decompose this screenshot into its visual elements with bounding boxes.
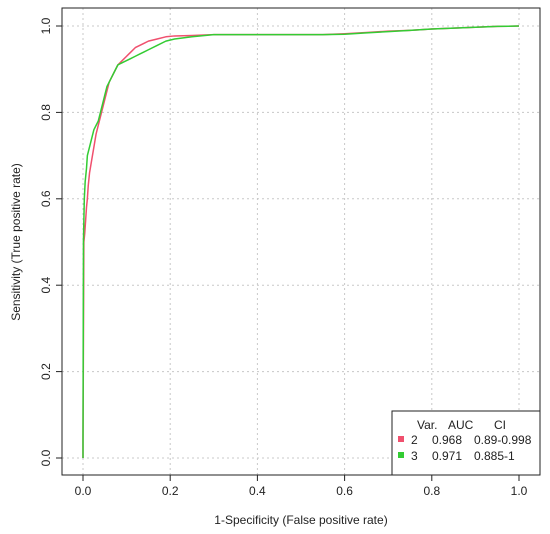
- legend: Var. AUC CI 2 0.968 0.89-0.998 3 0.971 0…: [391, 410, 541, 476]
- plot-frame: [61, 7, 541, 476]
- y-axis-title: Sensitivity (True positive rate): [9, 163, 23, 321]
- x-tick-label: 0.8: [423, 484, 440, 498]
- legend-header-var: Var.: [417, 418, 437, 432]
- x-axis-title: 1-Specificity (False positive rate): [214, 513, 387, 527]
- roc-line-series-2: [82, 25, 520, 458]
- legend-swatch-series-3: [398, 452, 404, 458]
- grid: [62, 8, 540, 475]
- legend-header-auc: AUC: [448, 418, 474, 432]
- x-tick-label: 1.0: [511, 484, 528, 498]
- y-tick-label: 0.0: [39, 449, 53, 466]
- y-tick-label: 1.0: [39, 17, 53, 34]
- x-tick-label: 0.2: [162, 484, 179, 498]
- y-tick-label: 0.2: [39, 363, 53, 380]
- x-tick-label: 0.4: [249, 484, 266, 498]
- x-tick-label: 0.6: [336, 484, 353, 498]
- legend-row-auc: 0.971: [432, 449, 462, 463]
- ticks: 0.0 0.2 0.4 0.6 0.8 1.0 0.0 0.2 0.4 0.6 0.8 1.0: [39, 17, 528, 498]
- legend-row-ci: 0.89-0.998: [474, 433, 532, 447]
- axes: [61, 7, 541, 476]
- legend-header-ci: CI: [494, 418, 506, 432]
- y-tick-label: 0.6: [39, 190, 53, 207]
- x-tick-label: 0.0: [75, 484, 92, 498]
- y-tick-label: 0.8: [39, 104, 53, 121]
- legend-row-var: 2: [411, 433, 418, 447]
- roc-line-series-3: [82, 25, 520, 458]
- legend-row-auc: 0.968: [432, 433, 462, 447]
- legend-swatch-series-2: [398, 436, 404, 442]
- y-tick-label: 0.4: [39, 277, 53, 294]
- series: [82, 25, 520, 458]
- legend-row-var: 3: [411, 449, 418, 463]
- legend-box: [391, 410, 541, 476]
- legend-row-ci: 0.885-1: [474, 449, 515, 463]
